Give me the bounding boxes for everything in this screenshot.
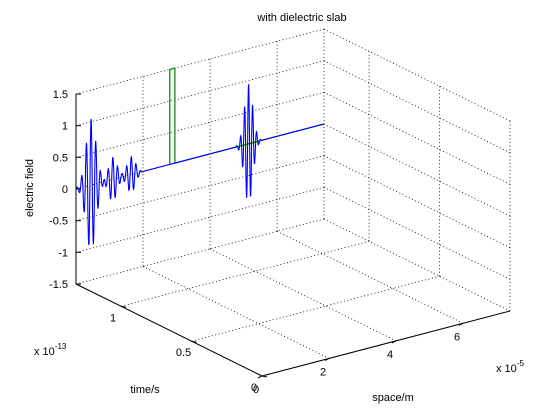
grid-side-z bbox=[323, 28, 511, 122]
z-tick-label: 0.5 bbox=[53, 152, 68, 164]
grid-side-z bbox=[323, 186, 511, 280]
grid-floor-x bbox=[276, 230, 464, 324]
grid-back-z bbox=[75, 155, 325, 222]
y-tick-label: 0.5 bbox=[176, 347, 191, 359]
grid-side-z bbox=[323, 218, 511, 312]
y-exponent-power: -13 bbox=[55, 342, 67, 351]
y-exponent-base: x 10 bbox=[34, 346, 55, 358]
x-tick-mark bbox=[458, 322, 464, 326]
y-axis-line bbox=[75, 283, 263, 377]
grid-floor-y bbox=[120, 240, 370, 307]
z-tick-label: 1 bbox=[62, 121, 68, 133]
chart-title: with dielectric slab bbox=[256, 12, 346, 24]
y-axis-label: time/s bbox=[130, 384, 160, 396]
grid-side-z bbox=[323, 123, 511, 217]
grid-back-z bbox=[75, 91, 325, 158]
grid-back-z bbox=[75, 186, 325, 253]
z-tick-label: 1.5 bbox=[53, 89, 68, 101]
y-tick-label: 0 bbox=[251, 382, 257, 394]
x-tick-label: 4 bbox=[387, 349, 393, 361]
grid-floor-x bbox=[142, 266, 330, 359]
grid-back-z bbox=[75, 28, 325, 95]
x-axis-exponent: x 10-5 bbox=[496, 359, 524, 375]
z-tick-label: -0.5 bbox=[49, 216, 68, 228]
y-tick-label: 1 bbox=[110, 312, 116, 324]
y-axis-exponent: x 10-13 bbox=[34, 342, 67, 358]
x-axis-label: space/m bbox=[372, 392, 414, 404]
grid-side-z bbox=[323, 60, 511, 154]
series-layer bbox=[75, 67, 325, 245]
grid-layer bbox=[75, 28, 511, 377]
x-axis-line bbox=[261, 310, 511, 377]
electric-field-line bbox=[75, 84, 325, 245]
z-tick-label: -1 bbox=[58, 247, 68, 259]
grid-floor-y bbox=[191, 275, 440, 342]
grid-back-z bbox=[75, 60, 325, 127]
x-tick-label: 2 bbox=[320, 366, 326, 378]
grid-side-z bbox=[323, 91, 511, 185]
y-tick-mark bbox=[121, 305, 127, 308]
x-exponent-base: x 10 bbox=[496, 363, 517, 375]
x-tick-label: 0 bbox=[253, 384, 259, 396]
z-tick-label: -1.5 bbox=[49, 279, 68, 291]
y-tick-mark bbox=[261, 375, 268, 378]
x-tick-label: 6 bbox=[454, 331, 460, 343]
grid-back-z bbox=[75, 218, 325, 285]
z-tick-label: 0 bbox=[62, 184, 68, 196]
z-axis-label: electric field bbox=[24, 159, 36, 217]
x-tick-mark bbox=[324, 357, 330, 361]
grid-side-z bbox=[323, 155, 511, 249]
x-tick-mark bbox=[257, 375, 263, 379]
y-tick-mark bbox=[191, 340, 197, 343]
x-exponent-power: -5 bbox=[517, 359, 525, 368]
x-tick-mark bbox=[391, 340, 397, 344]
slab-profile-line bbox=[169, 67, 325, 165]
